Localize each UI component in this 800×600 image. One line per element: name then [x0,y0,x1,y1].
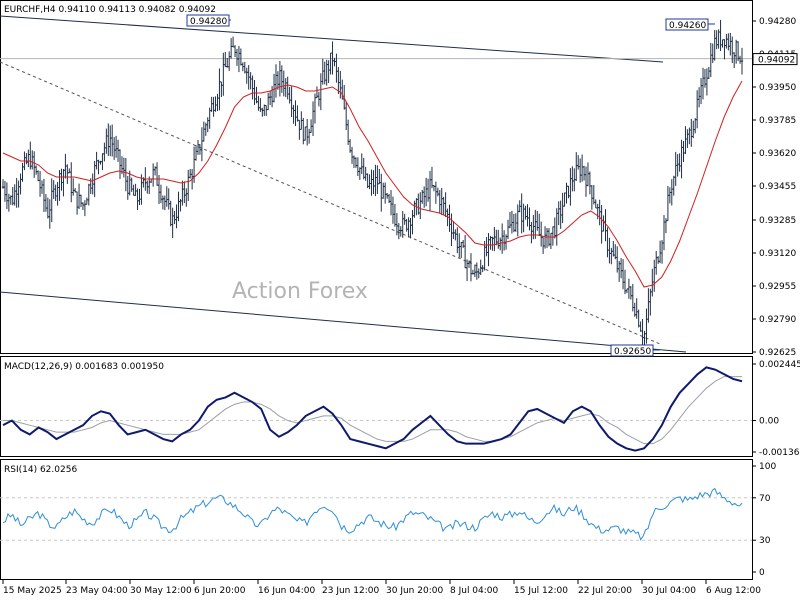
macd-line [2,366,743,452]
price-axis-label: 0.93120 [759,249,796,259]
x-axis-label: 23 May 04:00 [66,586,128,596]
price-axis-label: 0.93950 [759,83,796,93]
price-annotation: 0.94260 [665,18,715,31]
rsi-axis-label: 0 [759,568,765,578]
x-axis-label: 30 May 12:00 [130,586,192,596]
current-price-label: 0.94092 [758,56,795,66]
rsi-axis-label: 100 [759,462,776,472]
x-axis-label: 8 Jul 04:00 [450,586,499,596]
price-axis-label: 0.94280 [759,17,796,27]
axis-layer: 0.942800.941150.939500.937850.936200.934… [2,17,800,596]
annotation-label: 0.94260 [669,21,706,31]
annotation-label: 0.94280 [190,17,227,27]
x-axis-label: 16 Jun 04:00 [258,586,315,596]
macd-axis-label: -0.00136 [759,448,800,458]
x-axis-label: 15 May 2025 [3,586,62,596]
rsi-line [2,487,743,541]
macd-signal-line [3,376,742,445]
macd-panel [0,356,753,457]
price-annotation: 0.94280 [186,14,231,27]
annotation-label: 0.92650 [614,347,651,357]
macd-title: MACD(12,26,9) 0.001683 0.001950 [4,362,164,372]
symbol-header: EURCHF,H4 0.94110 0.94113 0.94082 0.9409… [4,5,216,15]
rsi-axis-label: 30 [759,536,771,546]
price-annotation: 0.92650 [610,344,660,357]
channel-upper-line [0,15,664,63]
price-axis-label: 0.93620 [759,149,796,159]
ohlc-bar [740,47,744,75]
price-axis-label: 0.92955 [759,282,796,292]
watermark: Action Forex [232,279,368,304]
rsi-axis-label: 70 [759,494,771,504]
rsi-panel [0,459,753,580]
current-price-tag [752,53,798,66]
price-axis-label: 0.93455 [759,182,796,192]
macd-axis-label: 0.00 [759,417,779,427]
price-axis-label: 0.93285 [759,216,796,226]
x-axis-label: 30 Jul 04:00 [642,586,696,596]
x-axis-label: 6 Aug 12:00 [706,586,761,596]
price-axis-label: 0.92625 [759,348,796,358]
price-axis-label: 0.92790 [759,315,796,325]
x-axis-label: 23 Jun 12:00 [322,586,379,596]
x-axis-label: 30 Jun 20:00 [386,586,443,596]
x-axis-label: 6 Jun 20:00 [194,586,246,596]
macd-layer [0,366,752,452]
x-axis-label: 15 Jul 12:00 [514,586,568,596]
price-axis-label: 0.93785 [759,116,796,126]
macd-axis-label: 0.002445 [759,360,800,370]
channel-lower-line [0,291,687,353]
rsi-title: RSI(14) 62.0256 [4,465,77,475]
price-layer: 0.94280 0.94260 0.92650 [0,14,752,357]
x-axis-label: 22 Jul 20:00 [578,586,632,596]
moving-average-line [2,80,743,288]
rsi-layer [0,487,752,541]
